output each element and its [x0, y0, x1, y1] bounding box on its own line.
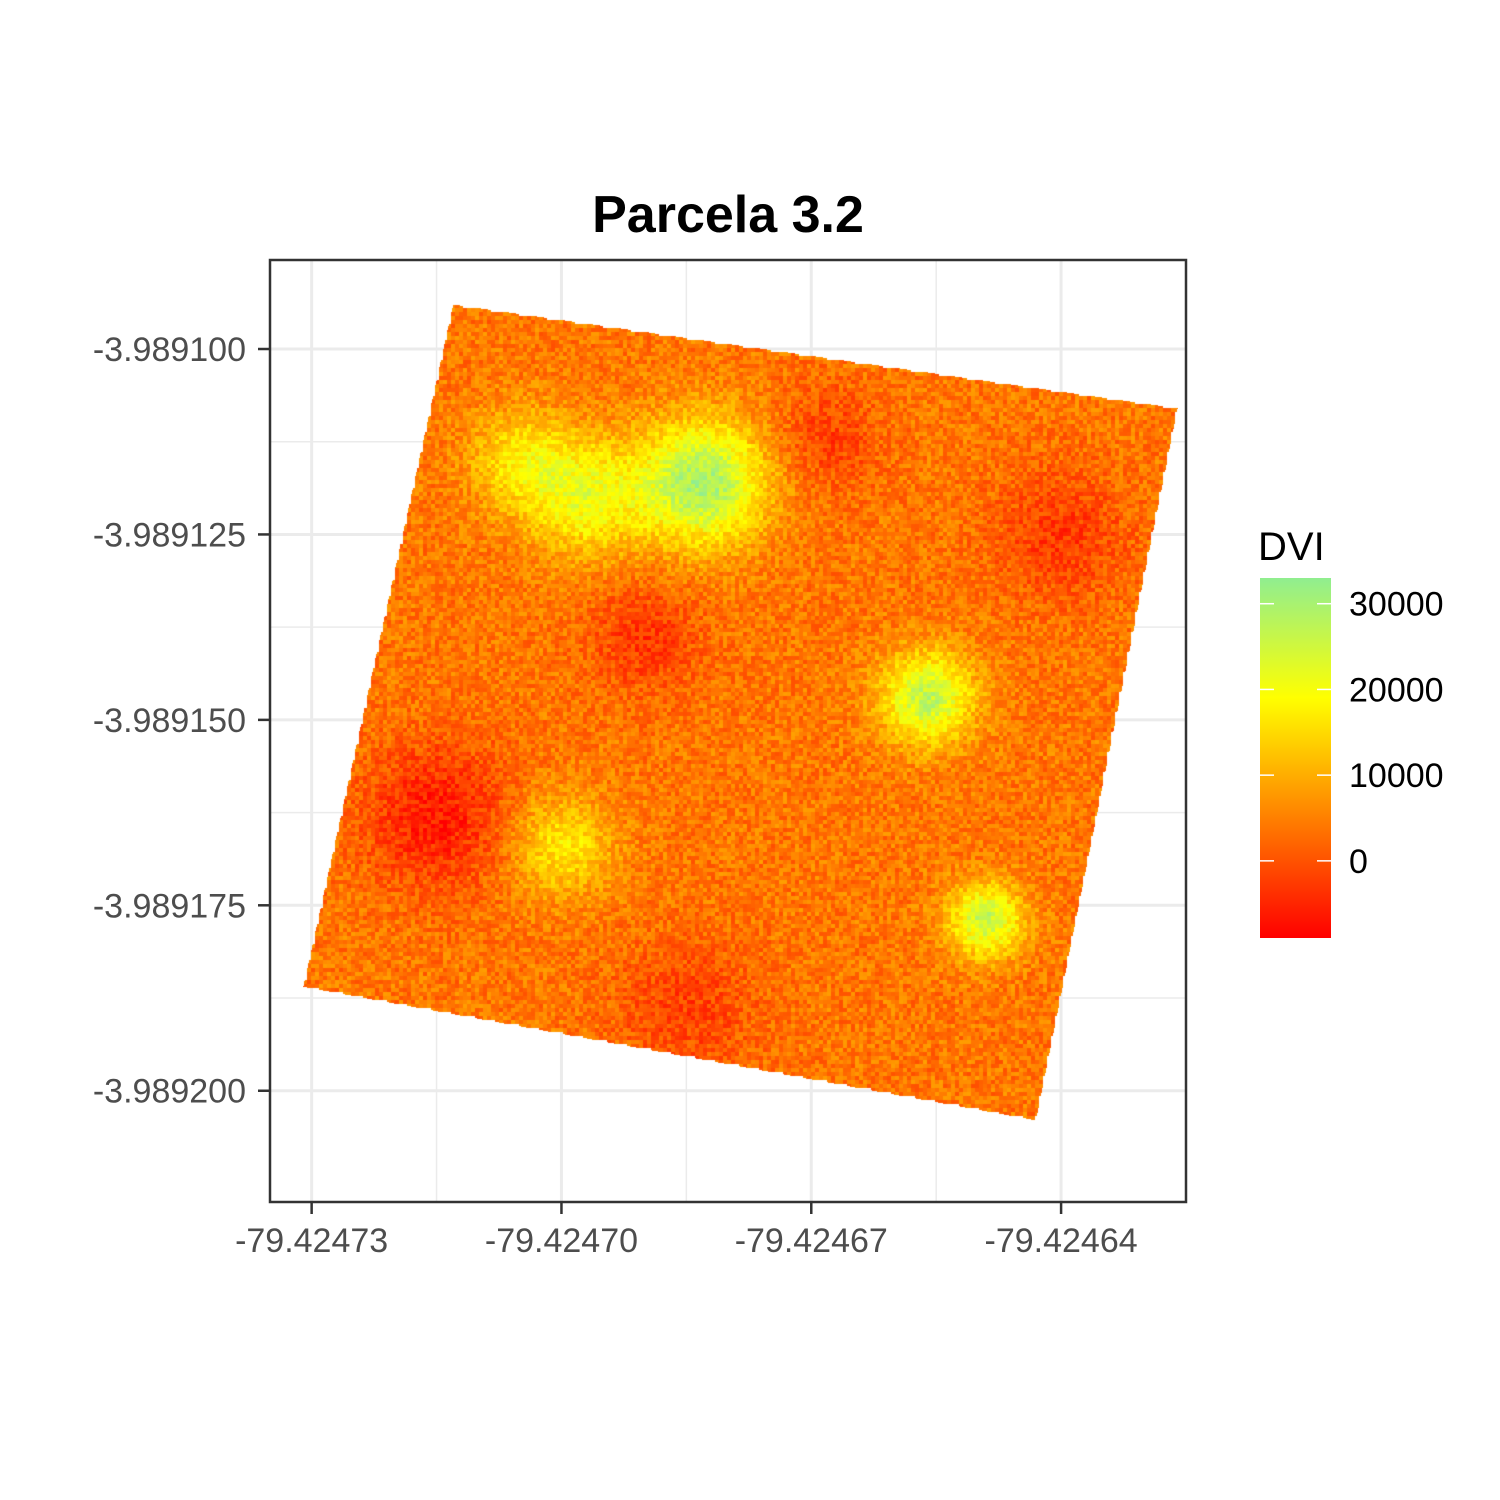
y-tick-label: -3.989100 — [93, 331, 246, 369]
y-tick-label: -3.989200 — [93, 1073, 246, 1111]
x-tick-label: -79.42467 — [735, 1222, 888, 1260]
x-tick-label: -79.42473 — [235, 1222, 388, 1260]
plot-panel — [268, 258, 1188, 1204]
legend-colorbar — [1260, 578, 1331, 938]
y-tick-label: -3.989175 — [93, 887, 246, 925]
legend-tick-label: 20000 — [1349, 671, 1444, 709]
y-axis: -3.989100 -3.989125 -3.989150 -3.989175 -3.9… — [93, 331, 270, 1111]
x-axis: -79.42473 -79.42470 -79.42467 -79.42464 — [235, 1202, 1138, 1260]
legend-title: DVI — [1258, 525, 1325, 569]
x-tick-label: -79.42470 — [485, 1222, 638, 1260]
dvi-raster — [303, 304, 1178, 1121]
panel-border — [268, 258, 1188, 1204]
x-tick-label: -79.42464 — [985, 1222, 1138, 1260]
legend-tick-label: 30000 — [1349, 586, 1444, 624]
color-legend: DVI 30000 20000 10000 0 — [1258, 525, 1444, 938]
chart-title: Parcela 3.2 — [592, 186, 864, 244]
legend-tick-label: 10000 — [1349, 757, 1444, 795]
y-tick-label: -3.989125 — [93, 516, 246, 554]
legend-tick-label: 0 — [1349, 843, 1368, 881]
y-tick-label: -3.989150 — [93, 702, 246, 740]
